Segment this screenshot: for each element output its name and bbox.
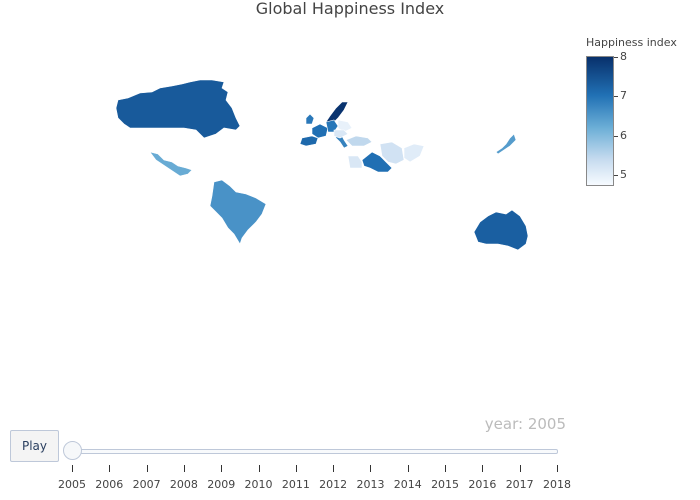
year-slider-tick [333, 465, 335, 472]
year-slider-tick [407, 465, 409, 472]
play-button[interactable]: Play [10, 430, 59, 462]
colorbar-tick-5: 5 [614, 168, 627, 181]
country-australia[interactable] [473, 209, 529, 251]
country-brazil[interactable] [209, 179, 267, 245]
year-slider-tick [221, 465, 223, 472]
year-slider-label-2006[interactable]: 2006 [95, 478, 124, 491]
year-slider-label-2009[interactable]: 2009 [207, 478, 236, 491]
year-slider-tick [258, 465, 260, 472]
year-slider-label-2018[interactable]: 2018 [543, 478, 571, 491]
year-slider-label-2011[interactable]: 2011 [281, 478, 310, 491]
year-slider-tick [72, 465, 73, 472]
year-slider-track[interactable] [72, 449, 558, 454]
country-spain[interactable] [299, 135, 319, 147]
colorbar-title: Happiness index [586, 36, 677, 49]
year-slider-label-2012[interactable]: 2012 [319, 478, 348, 491]
colorbar [586, 56, 614, 186]
country-saudi-arabia[interactable] [361, 151, 393, 173]
year-slider-label-2014[interactable]: 2014 [393, 478, 422, 491]
year-slider-tick [482, 465, 484, 472]
year-slider-label-2007[interactable]: 2007 [132, 478, 161, 491]
year-slider-tick [146, 465, 148, 472]
year-slider-tick [519, 465, 521, 472]
year-slider-tick [557, 465, 558, 472]
year-slider-handle[interactable] [63, 441, 82, 460]
colorbar-tick-7: 7 [614, 89, 627, 102]
country-hungary[interactable] [333, 129, 349, 139]
country-pakistan[interactable] [403, 143, 425, 163]
colorbar-tick-8: 8 [614, 50, 627, 63]
colorbar-tick-6: 6 [614, 129, 627, 142]
country-mexico[interactable] [149, 151, 193, 177]
country-united-kingdom[interactable] [305, 113, 315, 125]
countries-layer [115, 79, 529, 251]
country-denmark[interactable] [325, 101, 349, 125]
country-iran[interactable] [379, 141, 405, 165]
current-year-label: year: 2005 [484, 415, 566, 433]
year-slider-label-2005[interactable]: 2005 [58, 478, 86, 491]
year-slider-label-2013[interactable]: 2013 [356, 478, 385, 491]
country-japan[interactable] [495, 133, 517, 155]
country-romania[interactable] [337, 119, 353, 133]
year-slider-label-2015[interactable]: 2015 [431, 478, 460, 491]
year-slider-tick [295, 465, 297, 472]
year-slider-label-2008[interactable]: 2008 [169, 478, 198, 491]
country-egypt[interactable] [347, 155, 363, 169]
country-france[interactable] [311, 123, 329, 139]
year-slider-tick [370, 465, 372, 472]
year-slider-tick [109, 465, 111, 472]
map-title: Global Happiness Index [255, 0, 445, 18]
year-slider-label-2016[interactable]: 2016 [468, 478, 497, 491]
year-slider-label-2010[interactable]: 2010 [244, 478, 273, 491]
country-canada[interactable] [115, 79, 241, 139]
year-slider-label-2017[interactable]: 2017 [505, 478, 534, 491]
country-germany[interactable] [325, 119, 339, 133]
year-slider-tick [183, 465, 185, 472]
country-turkey[interactable] [345, 135, 373, 147]
year-slider-tick [445, 465, 447, 472]
